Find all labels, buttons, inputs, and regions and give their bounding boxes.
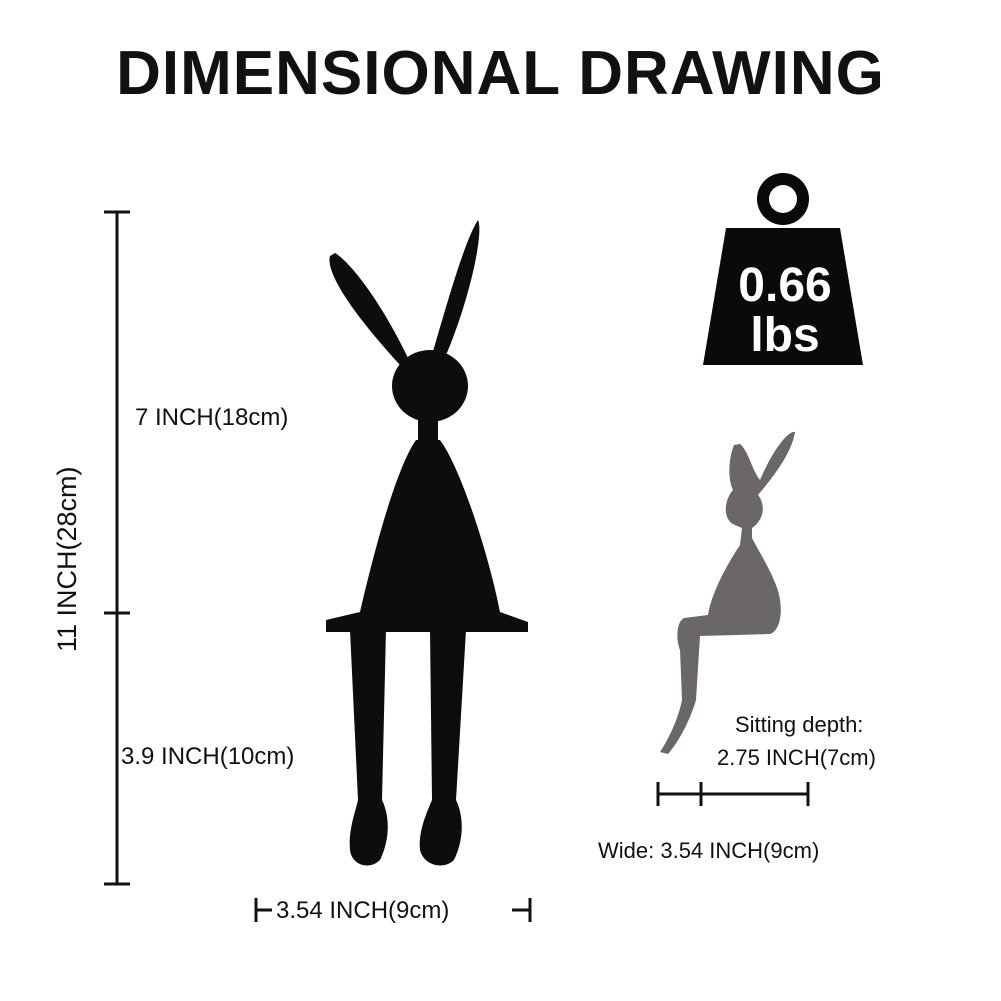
weight-unit: lbs (750, 309, 820, 362)
front-width-dimension (254, 898, 532, 922)
front-width-label: 3.54 INCH(9cm) (276, 897, 450, 924)
bunny-figure-front (326, 220, 528, 866)
upper-height-label: 7 INCH(18cm) (135, 404, 289, 431)
lower-height-label: 3.9 INCH(10cm) (121, 743, 295, 770)
bunny-silhouette-side (660, 431, 795, 754)
weight-icon (703, 173, 863, 365)
sitting-depth-value: 2.75 INCH(7cm) (717, 745, 876, 770)
total-height-label: 11 INCH(28cm) (52, 466, 82, 652)
sitting-depth-label: Sitting depth: (735, 712, 864, 737)
page-title: DIMENSIONAL DRAWING (116, 39, 885, 108)
weight-value: 0.66 (738, 259, 832, 312)
side-width-label: Wide: 3.54 INCH(9cm) (598, 838, 820, 863)
side-dimension-bars (656, 782, 810, 806)
height-dimension-line (104, 210, 130, 886)
